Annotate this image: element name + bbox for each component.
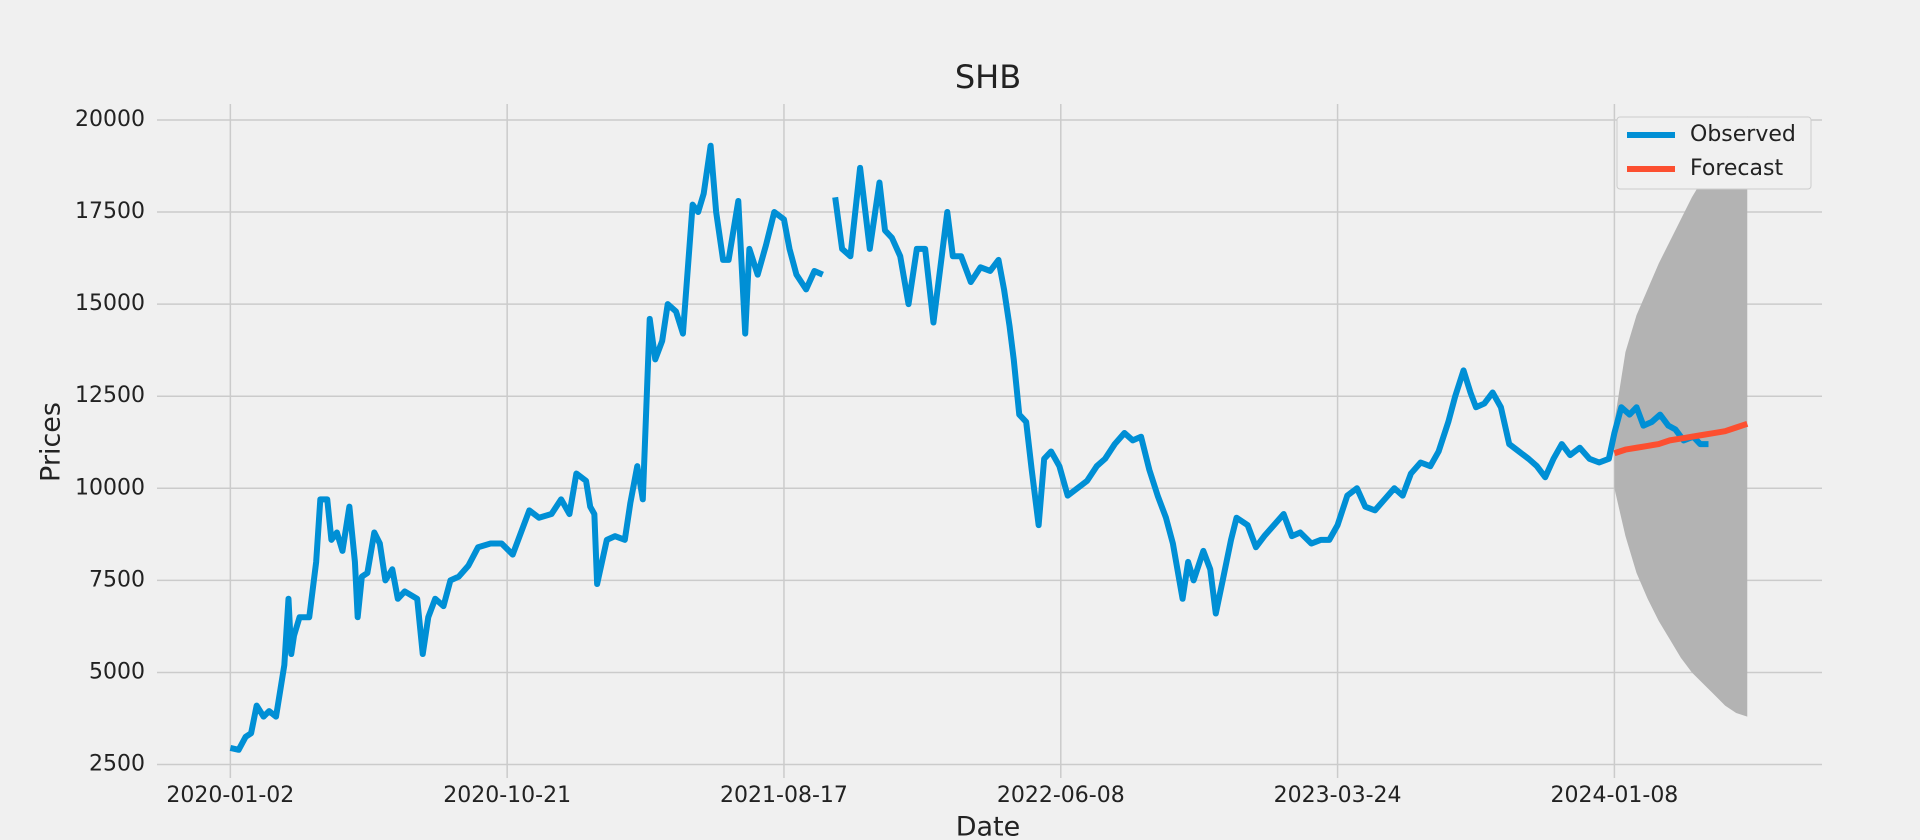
series-line <box>1613 420 1749 457</box>
series-line <box>229 142 1709 753</box>
y-tick-label: 20000 <box>75 107 145 132</box>
legend-label: Observed <box>1690 122 1796 147</box>
x-axis-label: Date <box>956 812 1021 840</box>
y-tick-label: 17500 <box>75 199 145 224</box>
x-tick-label: 2020-10-21 <box>443 783 571 808</box>
chart-title: SHB <box>955 58 1021 96</box>
confidence-band <box>1614 116 1748 717</box>
y-tick-label: 15000 <box>75 291 145 316</box>
x-tick-label: 2021-08-17 <box>720 783 848 808</box>
x-tick-label: 2024-01-08 <box>1550 783 1678 808</box>
x-tick-label: 2023-03-24 <box>1274 783 1402 808</box>
y-tick-label: 2500 <box>89 752 145 777</box>
y-tick-label: 5000 <box>89 659 145 684</box>
x-tick-label: 2020-01-02 <box>166 783 294 808</box>
y-tick-label: 7500 <box>89 567 145 592</box>
y-tick-label: 10000 <box>75 475 145 500</box>
y-tick-label: 12500 <box>75 383 145 408</box>
y-axis-label: Prices <box>36 402 67 482</box>
x-tick-label: 2022-06-08 <box>997 783 1125 808</box>
legend-label: Forecast <box>1690 156 1783 181</box>
